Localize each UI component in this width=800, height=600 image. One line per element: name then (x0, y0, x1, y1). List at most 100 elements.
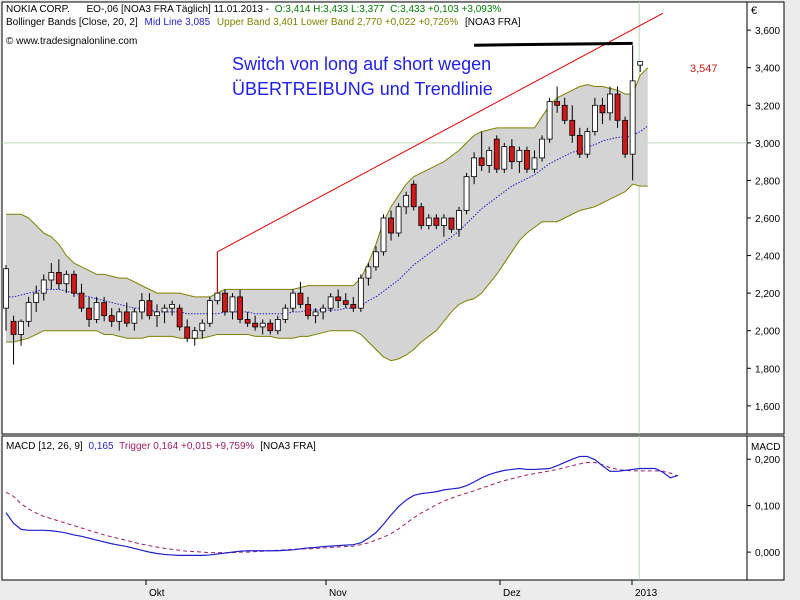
macd-panel (1, 435, 748, 581)
candle-body (86, 307, 92, 320)
candle-body (123, 311, 130, 324)
candle-body (259, 322, 266, 328)
candle (508, 139, 515, 170)
candle (131, 308, 138, 331)
candle (169, 300, 176, 316)
candle-body (116, 311, 123, 322)
price-tick-label: 1,600 (755, 402, 780, 413)
candle-body (48, 272, 55, 281)
bollinger-fill (6, 67, 648, 361)
candle-body (388, 217, 394, 234)
candle-body (199, 322, 206, 332)
macd-value: 0,165 (88, 441, 113, 452)
price-tick-label: 2,400 (755, 252, 780, 263)
bollinger-name: Bollinger Bands [Close, 20, 2] (6, 17, 138, 28)
price-tick-label: 2,600 (755, 214, 780, 225)
price-tick-label: 1,800 (755, 364, 780, 375)
candle (154, 304, 160, 327)
candle (259, 319, 266, 335)
candle (161, 304, 168, 324)
candle-body (78, 292, 85, 309)
candle-body (93, 302, 100, 320)
header-line-2: Bollinger Bands [Close, 20, 2] Mid Line … (6, 17, 521, 28)
candle-body (289, 292, 296, 309)
candle (282, 304, 289, 324)
macd-trigger: Trigger 0,164 +0,015 +9,759% (119, 441, 254, 452)
candle (71, 270, 77, 297)
candle-body (267, 322, 274, 332)
candle (388, 210, 394, 241)
candle (576, 127, 583, 158)
candle-body (297, 292, 304, 305)
candle (63, 270, 70, 294)
candle-body (191, 330, 198, 339)
candle-body (395, 206, 402, 234)
candle-body (471, 157, 478, 178)
candle (486, 146, 493, 173)
candle-body (373, 251, 379, 268)
instrument-name: NOKIA CORP. (6, 4, 70, 15)
bollinger-bands-values: Upper Band 3,401 Lower Band 2,770 +0,022… (217, 17, 458, 28)
header-line-1: NOKIA CORP. EO-,06 [NOA3 FRA Täglich] 11… (6, 4, 501, 15)
candle-body (282, 307, 289, 320)
candle-body (478, 157, 485, 166)
macd-lines (5, 455, 679, 556)
candle (222, 289, 228, 316)
candle-body (380, 217, 387, 253)
candle (191, 326, 198, 346)
candle (403, 191, 410, 215)
candle (637, 61, 644, 73)
candle-body (184, 326, 191, 339)
candle (146, 293, 153, 320)
candle (365, 263, 372, 286)
macd-tick-label: 0,000 (755, 548, 780, 559)
candle (138, 293, 145, 320)
candle (448, 217, 455, 234)
annotation-line-1: Switch von long auf short wegen (232, 54, 491, 74)
candle-body (433, 217, 440, 226)
macd-exchange: [NOA3 FRA] (260, 441, 316, 452)
candle (18, 319, 25, 346)
x-tick-label: Okt (149, 588, 165, 599)
macd-axis-title: MACD (751, 442, 780, 453)
candle (101, 296, 108, 322)
candle (418, 202, 425, 230)
candle-body (237, 296, 243, 320)
candle-body (222, 292, 228, 313)
candle-body (305, 303, 311, 317)
candle-body (18, 320, 25, 335)
candle (86, 296, 92, 327)
price-panel (1, 1, 748, 435)
candle (493, 135, 500, 173)
candle (569, 105, 576, 143)
price-tick-label: 3,200 (755, 101, 780, 112)
candle (123, 302, 130, 327)
x-tick-label: 2013 (635, 588, 658, 599)
candle-body (101, 302, 108, 317)
bollinger-bands (6, 67, 649, 362)
candle-body (403, 195, 410, 208)
candle-body (448, 217, 455, 230)
candle (524, 146, 530, 173)
candle (40, 274, 47, 301)
trend-lines (216, 12, 664, 294)
candle-body (320, 307, 327, 313)
candle-body (350, 303, 357, 309)
candle-body (599, 104, 606, 114)
price-axis-panel (746, 1, 785, 435)
candle-body (71, 273, 77, 294)
candle-body (25, 302, 32, 322)
candle (10, 315, 17, 365)
candle-body (312, 311, 319, 317)
candle-body (10, 320, 17, 335)
candle-body (463, 176, 470, 211)
candle-body (335, 296, 342, 302)
candle (554, 86, 561, 113)
macd-trigger-line (5, 461, 679, 554)
candle-body (357, 277, 364, 309)
candle-body (561, 104, 568, 121)
candle (357, 274, 364, 312)
candle-body (206, 300, 213, 324)
candle-body (531, 157, 538, 170)
candle (373, 246, 379, 271)
